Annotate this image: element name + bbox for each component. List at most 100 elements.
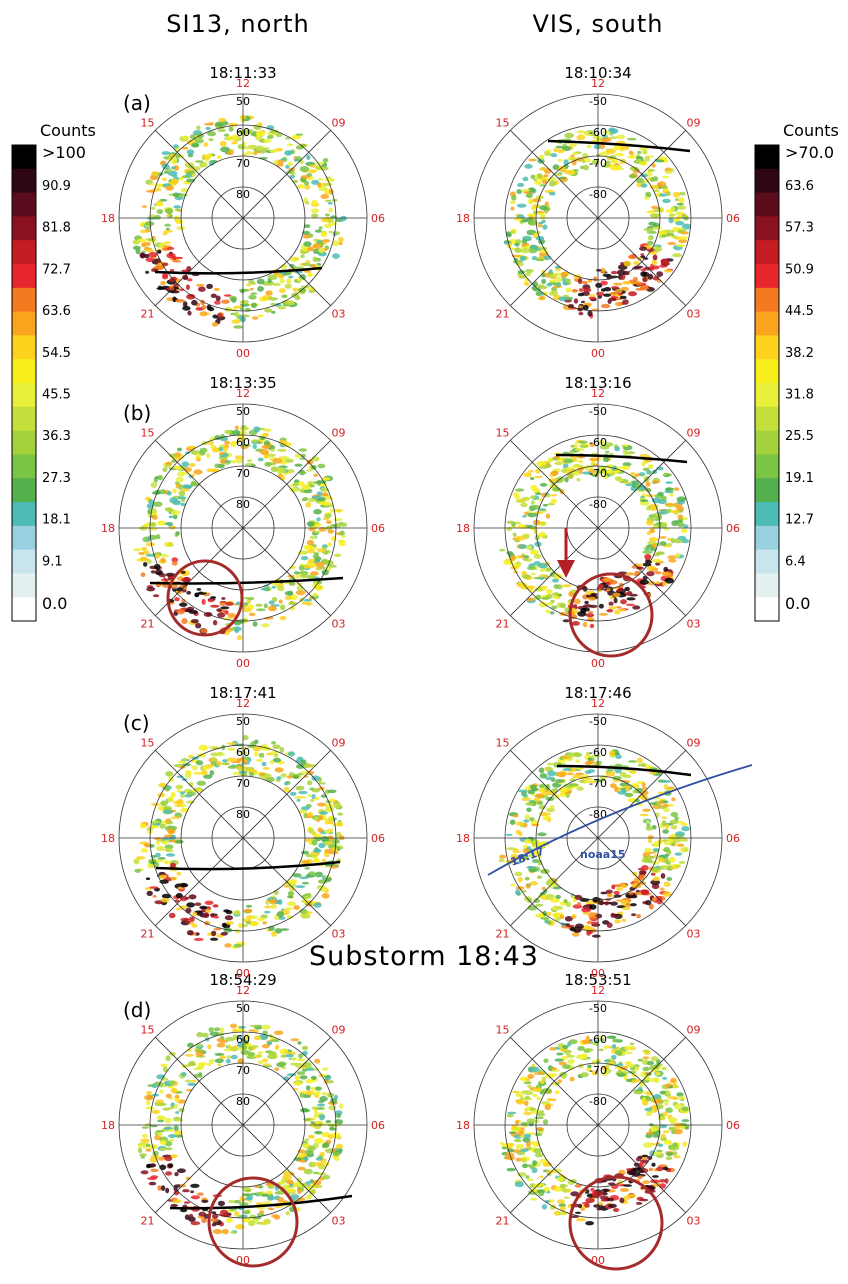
mlt-label: 12 bbox=[591, 697, 605, 710]
oval-pixel bbox=[223, 909, 229, 912]
oval-pixel bbox=[645, 192, 651, 197]
oval-pixel bbox=[145, 1106, 155, 1109]
oval-pixel bbox=[535, 492, 541, 495]
oval-pixel bbox=[228, 765, 238, 769]
oval-pixel bbox=[256, 145, 264, 151]
mlt-label: 15 bbox=[496, 117, 510, 130]
oval-pixel bbox=[186, 921, 191, 924]
oval-pixel bbox=[218, 1201, 225, 1206]
oval-pixel bbox=[303, 234, 311, 238]
oval-pixel bbox=[214, 288, 220, 291]
oval-pixel bbox=[152, 515, 158, 520]
oval-pixel bbox=[219, 447, 223, 452]
oval-pixel bbox=[609, 750, 615, 756]
oval-pixel bbox=[552, 471, 558, 475]
oval-pixel bbox=[293, 775, 299, 779]
oval-pixel bbox=[302, 248, 308, 252]
oval-pixel bbox=[224, 134, 230, 137]
oval-pixel bbox=[281, 158, 287, 160]
oval-pixel bbox=[650, 213, 660, 218]
oval-pixel bbox=[300, 255, 305, 258]
oval-pixel bbox=[313, 848, 321, 853]
oval-pixel bbox=[636, 1157, 641, 1161]
oval-pixel bbox=[160, 558, 165, 563]
oval-pixel bbox=[660, 523, 667, 528]
oval-pixel bbox=[530, 1198, 537, 1201]
oval-pixel bbox=[641, 183, 648, 187]
oval-pixel bbox=[323, 158, 329, 162]
oval-pixel bbox=[209, 1059, 215, 1064]
latitude-label: -50 bbox=[589, 715, 607, 728]
oval-pixel bbox=[680, 823, 687, 826]
oval-pixel bbox=[318, 1100, 325, 1103]
oval-pixel bbox=[557, 906, 563, 910]
oval-pixel bbox=[143, 562, 147, 567]
oval-pixel bbox=[302, 1051, 308, 1056]
polar-plot-1: 120906030021181550607080 bbox=[101, 77, 385, 360]
colorbar-left-label: >100 bbox=[42, 143, 86, 162]
oval-pixel bbox=[157, 1103, 167, 1106]
oval-pixel bbox=[565, 1052, 570, 1055]
oval-pixel bbox=[144, 254, 149, 258]
oval-pixel bbox=[307, 794, 311, 797]
oval-pixel bbox=[620, 599, 627, 604]
oval-pixel bbox=[264, 308, 272, 312]
oval-pixel bbox=[319, 886, 328, 891]
oval-pixel bbox=[539, 788, 544, 792]
oval-pixel bbox=[314, 531, 320, 534]
oval-pixel bbox=[167, 796, 174, 802]
latitude-label: -50 bbox=[589, 1002, 607, 1015]
colorbar-left-block bbox=[12, 312, 36, 336]
oval-pixel bbox=[249, 613, 256, 617]
oval-pixel bbox=[670, 168, 674, 171]
oval-pixel bbox=[530, 495, 536, 498]
oval-pixel bbox=[547, 763, 553, 766]
oval-pixel bbox=[546, 283, 552, 287]
mlt-label: 06 bbox=[726, 832, 740, 845]
oval-pixel bbox=[547, 921, 552, 925]
oval-pixel bbox=[302, 498, 306, 502]
oval-pixel bbox=[538, 563, 547, 568]
oval-pixel bbox=[665, 1107, 673, 1113]
oval-pixel bbox=[175, 209, 181, 211]
oval-pixel bbox=[511, 230, 516, 234]
oval-pixel bbox=[171, 816, 181, 819]
latitude-label: 80 bbox=[236, 808, 250, 821]
oval-pixel bbox=[340, 216, 347, 221]
oval-pixel bbox=[328, 820, 333, 825]
oval-pixel bbox=[185, 467, 192, 472]
mlt-label: 12 bbox=[236, 387, 250, 400]
oval-pixel bbox=[609, 136, 617, 139]
oval-pixel bbox=[640, 269, 646, 271]
oval-pixel bbox=[278, 274, 284, 279]
oval-pixel bbox=[555, 1090, 560, 1094]
oval-pixel bbox=[606, 890, 613, 894]
oval-pixel bbox=[669, 857, 675, 863]
oval-pixel bbox=[167, 829, 174, 832]
oval-pixel bbox=[299, 448, 307, 451]
oval-pixel bbox=[553, 595, 559, 599]
oval-pixel bbox=[224, 441, 230, 445]
oval-pixel bbox=[620, 1188, 629, 1192]
oval-pixel bbox=[308, 272, 313, 277]
oval-pixel bbox=[264, 462, 271, 467]
colorbar-left-block bbox=[12, 526, 36, 550]
oval-pixel bbox=[172, 179, 177, 182]
oval-pixel bbox=[671, 812, 679, 817]
oval-pixel bbox=[566, 288, 572, 293]
oval-pixel bbox=[177, 472, 185, 477]
oval-pixel bbox=[642, 1049, 649, 1052]
oval-pixel bbox=[301, 573, 307, 579]
oval-pixel bbox=[162, 164, 170, 170]
oval-pixel bbox=[558, 297, 567, 302]
oval-pixel bbox=[629, 151, 633, 155]
oval-pixel bbox=[537, 213, 545, 216]
oval-pixel bbox=[681, 231, 689, 234]
latitude-label: -70 bbox=[589, 777, 607, 790]
oval-pixel bbox=[679, 197, 685, 203]
oval-pixel bbox=[262, 1221, 267, 1225]
oval-pixel bbox=[272, 745, 280, 750]
oval-pixel bbox=[653, 209, 662, 212]
oval-pixel bbox=[160, 281, 165, 285]
oval-pixel bbox=[250, 1045, 258, 1048]
